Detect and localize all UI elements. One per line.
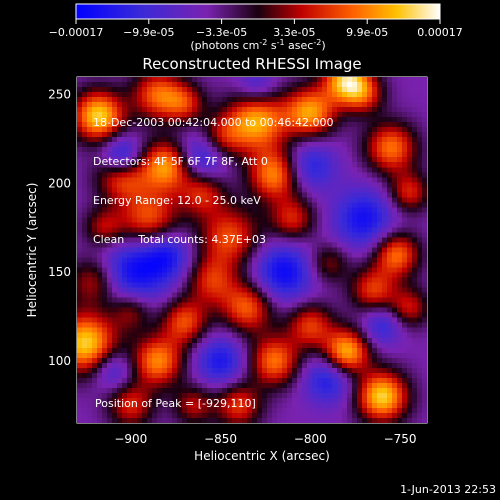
y-tick-label: 250	[48, 88, 71, 102]
annotation-time: 18-Dec-2003 00:42:04.000 to 00:46:42.000	[93, 116, 334, 129]
colorbar-unit-label: (photons cm-2 s-1 asec-2)	[190, 38, 325, 52]
chart-title: Reconstructed RHESSI Image	[142, 55, 361, 73]
annotation-clean: Clean Total counts: 4.37E+03	[93, 233, 267, 246]
x-tick-label: −750	[384, 432, 417, 446]
x-tick-label: −900	[114, 432, 147, 446]
footer-timestamp: 1-Jun-2013 22:53	[400, 483, 496, 496]
colorbar-tick-label: 0.00017	[417, 26, 463, 39]
y-tick-label: 150	[48, 265, 71, 279]
colorbar-tick-label: 3.3e-05	[273, 26, 315, 39]
y-axis-label: Heliocentric Y (arcsec)	[25, 183, 39, 318]
heatmap-image	[77, 77, 427, 423]
y-tick-label: 100	[48, 354, 71, 368]
x-tick-label: −850	[204, 432, 237, 446]
colorbar	[75, 3, 441, 20]
x-tick-label: −800	[294, 432, 327, 446]
annotation-block: 18-Dec-2003 00:42:04.000 to 00:46:42.000…	[93, 90, 334, 259]
annotation-peak: Position of Peak = [-929,110]	[95, 397, 256, 410]
annotation-energy: Energy Range: 12.0 - 25.0 keV	[93, 194, 261, 207]
colorbar-ticks: −0.00017 −9.9e-05 −3.3e-05 3.3e-05 9.9e-05 0.…	[49, 19, 463, 39]
colorbar-tick-label: −3.3e-05	[196, 26, 247, 39]
annotation-detectors: Detectors: 4F 5F 6F 7F 8F, Att 0	[93, 155, 268, 168]
x-axis-label: Heliocentric X (arcsec)	[194, 449, 330, 463]
colorbar-tick-label: 9.9e-05	[346, 26, 388, 39]
colorbar-tick-label: −0.00017	[49, 26, 104, 39]
colorbar-tick-label: −9.9e-05	[123, 26, 174, 39]
y-tick-label: 200	[48, 176, 71, 190]
